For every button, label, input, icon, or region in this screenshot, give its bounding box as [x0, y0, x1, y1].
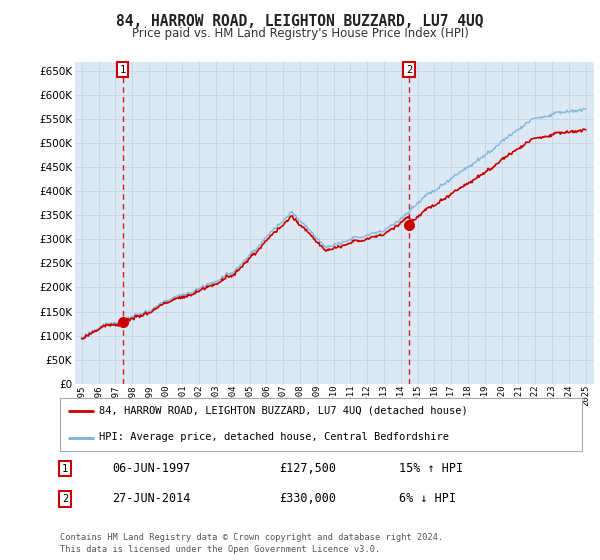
Text: 2: 2 [406, 64, 412, 74]
Text: Price paid vs. HM Land Registry's House Price Index (HPI): Price paid vs. HM Land Registry's House … [131, 27, 469, 40]
Text: £127,500: £127,500 [279, 462, 336, 475]
Text: 15% ↑ HPI: 15% ↑ HPI [400, 462, 463, 475]
Text: £330,000: £330,000 [279, 492, 336, 506]
Text: 27-JUN-2014: 27-JUN-2014 [112, 492, 191, 506]
Text: 84, HARROW ROAD, LEIGHTON BUZZARD, LU7 4UQ (detached house): 84, HARROW ROAD, LEIGHTON BUZZARD, LU7 4… [99, 406, 468, 416]
Text: HPI: Average price, detached house, Central Bedfordshire: HPI: Average price, detached house, Cent… [99, 432, 449, 442]
Text: 06-JUN-1997: 06-JUN-1997 [112, 462, 191, 475]
Text: 1: 1 [119, 64, 126, 74]
Text: 1: 1 [62, 464, 68, 474]
Text: 6% ↓ HPI: 6% ↓ HPI [400, 492, 457, 506]
Text: 2: 2 [62, 494, 68, 504]
Text: 84, HARROW ROAD, LEIGHTON BUZZARD, LU7 4UQ: 84, HARROW ROAD, LEIGHTON BUZZARD, LU7 4… [116, 14, 484, 29]
Text: Contains HM Land Registry data © Crown copyright and database right 2024.
This d: Contains HM Land Registry data © Crown c… [60, 533, 443, 554]
